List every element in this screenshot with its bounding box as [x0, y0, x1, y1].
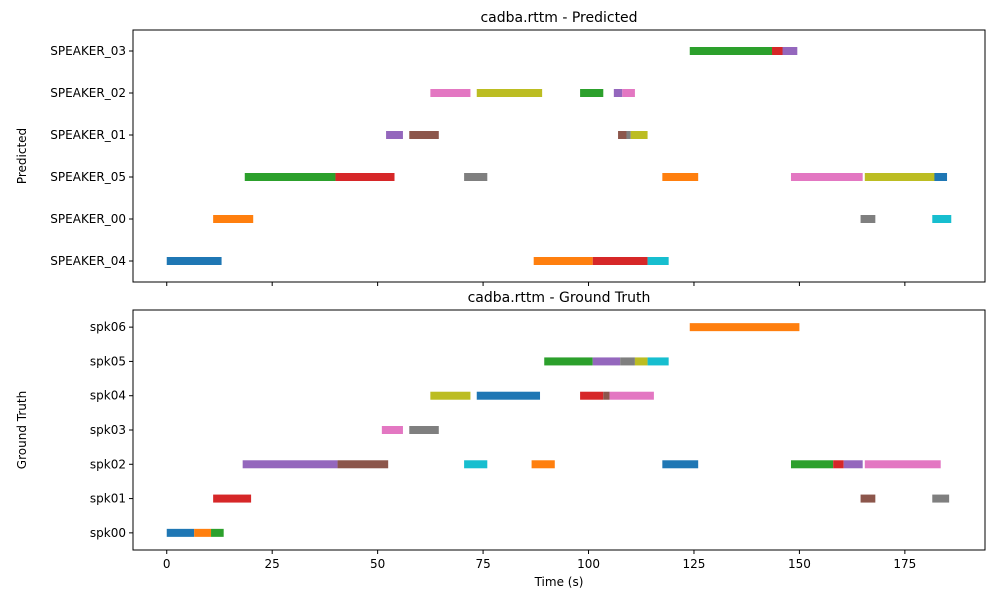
segment-speaker-03-21: [782, 47, 798, 55]
predicted-panel: SPEAKER_04 SPEAKER_00 SPEAKER_05 SPEAKER_01…: [15, 10, 986, 286]
segment-spk06-21: [689, 323, 800, 332]
x-tick-label-100: 100: [577, 557, 600, 571]
segment-speaker-00-26: [932, 215, 952, 223]
x-tick-label-150: 150: [788, 557, 811, 571]
panel-title: cadba.rttm - Ground Truth: [468, 290, 651, 306]
segment-speaker-02-14: [622, 89, 635, 97]
segment-spk04-13: [580, 391, 604, 400]
segment-spk02-11: [531, 460, 555, 469]
segment-spk02-23: [833, 460, 844, 469]
segment-speaker-05-25: [934, 173, 948, 181]
segment-spk05-12: [544, 357, 593, 366]
segment-spk03-7: [409, 426, 439, 434]
segment-speaker-01-13: [618, 131, 627, 139]
segment-speaker-05-7: [464, 173, 488, 181]
y-tick-label-speaker-01: SPEAKER_01: [50, 128, 126, 142]
y-tick-label-speaker-00: SPEAKER_00: [50, 212, 126, 226]
segment-spk02-9: [464, 460, 488, 469]
segment-spk01-25: [860, 494, 876, 503]
segment-spk03-6: [381, 426, 403, 434]
y-tick-label-speaker-02: SPEAKER_02: [50, 86, 126, 100]
segment-speaker-05-22: [790, 173, 863, 181]
panel-title: cadba.rttm - Predicted: [480, 10, 637, 26]
segment-speaker-02-6: [430, 89, 471, 97]
segment-speaker-00-23: [860, 215, 876, 223]
y-tick-label-spk01: spk01: [90, 492, 126, 506]
segment-speaker-04-9: [533, 257, 593, 265]
y-tick-label-spk02: spk02: [90, 457, 126, 471]
segment-spk02-20: [662, 460, 699, 469]
y-tick-label-spk00: spk00: [90, 526, 126, 540]
x-tick-label-75: 75: [475, 557, 490, 571]
segment-spk00-2: [211, 528, 224, 537]
segment-speaker-00-1: [213, 215, 254, 223]
segment-speaker-04-11: [592, 257, 648, 265]
y-tick-label-speaker-04: SPEAKER_04: [50, 254, 126, 268]
x-tick-label-50: 50: [370, 557, 385, 571]
segment-spk05-19: [647, 357, 669, 366]
segment-spk05-18: [634, 357, 648, 366]
y-tick-label-speaker-05: SPEAKER_05: [50, 170, 126, 184]
segment-spk00-0: [166, 528, 195, 537]
y-tick-label-spk06: spk06: [90, 320, 126, 334]
segment-speaker-01-15: [626, 131, 631, 139]
x-tick-label-0: 0: [163, 557, 171, 571]
x-tick-label-25: 25: [265, 557, 280, 571]
segment-speaker-04-17: [647, 257, 669, 265]
segment-spk02-24: [843, 460, 863, 469]
x-tick-label-125: 125: [683, 557, 706, 571]
segment-speaker-01-4: [386, 131, 403, 139]
segment-spk02-22: [790, 460, 834, 469]
segment-speaker-02-8: [476, 89, 543, 97]
segment-speaker-05-24: [864, 173, 937, 181]
segment-spk04-16: [609, 391, 654, 400]
segment-spk05-14: [592, 357, 621, 366]
y-tick-label-spk03: spk03: [90, 423, 126, 437]
segment-spk01-27: [932, 494, 950, 503]
segment-speaker-01-5: [409, 131, 439, 139]
segment-speaker-03-20: [772, 47, 785, 55]
x-tick-label-175: 175: [893, 557, 916, 571]
segment-speaker-04-0: [166, 257, 222, 265]
segment-speaker-03-19: [689, 47, 775, 55]
segment-speaker-05-3: [335, 173, 395, 181]
segment-speaker-05-18: [662, 173, 699, 181]
plot-frame: [132, 309, 986, 551]
segment-spk02-26: [864, 460, 941, 469]
segment-speaker-02-12: [613, 89, 623, 97]
segment-spk04-8: [430, 391, 471, 400]
y-tick-label-spk04: spk04: [90, 389, 126, 403]
segment-spk02-5: [337, 460, 389, 469]
segment-spk05-17: [620, 357, 635, 366]
y-axis-label: Ground Truth: [15, 391, 29, 469]
y-axis-label: Predicted: [15, 128, 29, 184]
segment-spk02-4: [242, 460, 338, 469]
x-axis-label: Time (s): [534, 575, 584, 589]
segment-spk04-10: [476, 391, 541, 400]
segment-spk04-15: [603, 391, 610, 400]
segment-speaker-02-10: [580, 89, 604, 97]
segment-spk00-1: [194, 528, 212, 537]
segment-speaker-01-16: [630, 131, 648, 139]
segment-spk01-3: [213, 494, 252, 503]
plot-frame: [132, 29, 986, 283]
segment-speaker-05-2: [244, 173, 336, 181]
y-tick-label-spk05: spk05: [90, 354, 126, 368]
ground-truth-panel: spk00 spk01 spk02 spk03 spk04 spk05 spk06 0 25 50…: [15, 290, 986, 589]
y-tick-label-speaker-03: SPEAKER_03: [50, 44, 126, 58]
